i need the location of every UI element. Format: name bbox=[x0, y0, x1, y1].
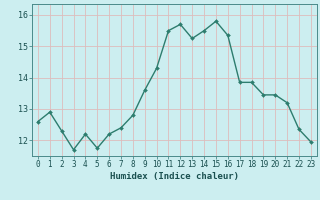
X-axis label: Humidex (Indice chaleur): Humidex (Indice chaleur) bbox=[110, 172, 239, 181]
